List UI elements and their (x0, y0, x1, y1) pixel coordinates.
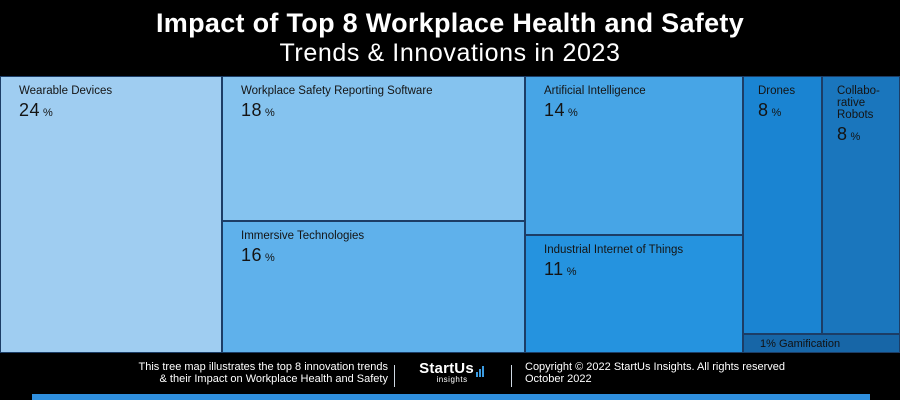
chart-header: Impact of Top 8 Workplace Health and Saf… (0, 0, 900, 76)
bottom-accent-strip (32, 394, 870, 400)
treemap-value-gamification: 1% (760, 338, 779, 350)
copyright-line1: Copyright © 2022 StartUs Insights. All r… (525, 361, 785, 373)
brand-name: StartUs (419, 360, 474, 377)
treemap-value-artificial-intelligence: 14% (544, 100, 579, 120)
treemap-cell-wearable-devices: Wearable Devices 24% (0, 76, 222, 353)
treemap-cell-workplace-safety-reporting-software: Workplace Safety Reporting Software 18% (222, 76, 525, 221)
treemap-label-artificial-intelligence: Artificial Intelligence (544, 85, 646, 97)
copyright: Copyright © 2022 StartUs Insights. All r… (525, 361, 885, 385)
treemap-label-immersive-technologies: Immersive Technologies (241, 230, 365, 242)
footer-caption-line2: & their Impact on Workplace Health and S… (159, 373, 388, 385)
treemap-value-immersive-technologies: 16% (241, 245, 276, 265)
footer-caption: This tree map illustrates the top 8 inno… (18, 361, 388, 385)
treemap-cell-immersive-technologies: Immersive Technologies 16% (222, 221, 525, 353)
treemap-cell-industrial-internet-of-things: Industrial Internet of Things 11% (525, 235, 743, 353)
brand-bars-icon (475, 360, 485, 377)
treemap-label-drones: Drones (758, 85, 796, 97)
treemap-label-industrial-internet-of-things: Industrial Internet of Things (544, 244, 684, 256)
copyright-line2: October 2022 (525, 373, 592, 385)
footer: This tree map illustrates the top 8 inno… (0, 353, 900, 400)
treemap-value-workplace-safety-reporting-software: 18% (241, 100, 276, 120)
treemap-cell-drones: Drones 8% (743, 76, 822, 334)
treemap-label-text-gamification: Gamification (778, 338, 841, 350)
treemap-value-collabo-rative-robots: 8% (837, 124, 861, 144)
treemap: Wearable Devices 24% Workplace Safety Repo… (0, 76, 900, 353)
brand-subtitle: insights (436, 375, 468, 384)
treemap-cell-gamification: 1% Gamification (743, 334, 900, 353)
treemap-value-wearable-devices: 24% (19, 100, 54, 120)
treemap-label-wearable-devices: Wearable Devices (19, 85, 113, 97)
treemap-value-drones: 8% (758, 100, 782, 120)
treemap-cell-collabo-rative-robots: Collabo-rative Robots 8% (822, 76, 900, 334)
brand-logo: StartUs insights (404, 360, 500, 384)
treemap-label-collabo-rative-robots: Collabo-rative Robots (837, 85, 880, 121)
treemap-label-workplace-safety-reporting-software: Workplace Safety Reporting Software (241, 85, 433, 97)
chart-title: Impact of Top 8 Workplace Health and Saf… (155, 8, 745, 38)
footer-caption-line1: This tree map illustrates the top 8 inno… (138, 361, 388, 373)
treemap-cell-artificial-intelligence: Artificial Intelligence 14% (525, 76, 743, 235)
treemap-value-industrial-internet-of-things: 11% (544, 259, 577, 279)
footer-divider-right (511, 365, 512, 387)
chart-subtitle: Trends & Innovations in 2023 (279, 39, 621, 67)
footer-divider-left (394, 365, 395, 387)
treemap-label-gamification: 1% Gamification (760, 338, 840, 350)
